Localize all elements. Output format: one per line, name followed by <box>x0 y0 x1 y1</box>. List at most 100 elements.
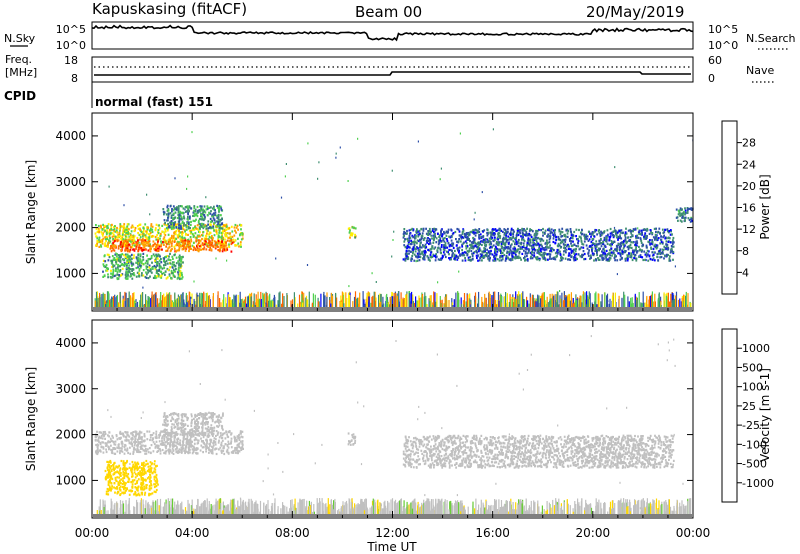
range-cell <box>101 228 104 231</box>
range-cell <box>614 229 617 232</box>
range-cell <box>258 298 260 307</box>
range-cell <box>339 146 341 149</box>
range-cell <box>308 291 310 307</box>
range-cell <box>633 256 635 260</box>
range-cell <box>495 300 497 307</box>
range-cell <box>646 235 648 238</box>
range-cell <box>222 299 224 307</box>
range-cell <box>512 250 515 253</box>
range-cell <box>198 239 200 242</box>
range-cell <box>103 265 105 268</box>
range-cell <box>172 225 175 228</box>
range-cell <box>133 248 135 251</box>
range-cell <box>500 252 503 255</box>
range-cell <box>121 263 124 266</box>
range-cell <box>196 224 199 227</box>
range-cell <box>445 250 448 253</box>
range-cell <box>194 208 197 211</box>
range-cell <box>335 156 337 159</box>
range-cell <box>573 230 576 234</box>
range-cell <box>529 234 532 237</box>
cpid-value: normal (fast) 151 <box>95 95 213 109</box>
range-cell <box>170 223 172 226</box>
range-cell <box>218 235 221 239</box>
range-cell <box>123 225 125 228</box>
range-cell <box>428 233 431 236</box>
range-cell <box>658 227 661 230</box>
range-cell <box>477 254 479 257</box>
range-cell <box>205 248 208 251</box>
range-cell <box>532 298 534 307</box>
range-cell <box>521 246 524 249</box>
range-cell <box>178 296 180 307</box>
range-cell <box>283 296 285 307</box>
range-cell <box>496 229 499 232</box>
range-cell <box>200 245 203 248</box>
range-cell <box>686 211 689 214</box>
range-cell <box>500 255 502 258</box>
range-cell <box>362 291 364 307</box>
range-cell <box>476 242 479 245</box>
range-cell <box>142 237 144 240</box>
range-cell <box>521 252 524 255</box>
range-cell <box>178 217 181 220</box>
range-cell <box>129 258 131 261</box>
range-cell <box>203 243 206 246</box>
range-cell <box>611 295 614 307</box>
range-cell <box>605 259 608 262</box>
range-cell <box>509 259 512 262</box>
range-cell <box>189 242 191 245</box>
range-cell <box>409 232 411 235</box>
range-cell <box>642 291 644 307</box>
range-cell <box>409 250 412 253</box>
range-cell <box>130 295 132 307</box>
range-cell <box>561 241 564 244</box>
range-cell <box>471 258 474 261</box>
range-cell <box>430 499 433 514</box>
range-cell <box>144 239 147 242</box>
range-cell <box>668 230 671 233</box>
range-cell <box>420 297 422 307</box>
range-cell <box>526 258 529 261</box>
range-cell <box>561 231 564 234</box>
range-cell <box>489 231 492 234</box>
range-cell <box>426 239 428 243</box>
range-cell <box>434 259 437 262</box>
range-cell <box>655 247 658 250</box>
velocity-data-layer <box>93 335 692 517</box>
range-cell <box>113 229 116 233</box>
range-cell <box>675 216 678 219</box>
range-cell <box>103 244 106 247</box>
range-cell <box>112 241 115 244</box>
range-cell <box>540 251 543 254</box>
range-cell <box>680 208 683 212</box>
range-cell <box>410 257 413 260</box>
range-cell <box>525 232 528 236</box>
range-cell <box>220 235 223 238</box>
range-cell <box>167 214 170 217</box>
range-cell <box>679 214 681 217</box>
range-cell <box>501 258 504 261</box>
range-cell <box>497 292 500 307</box>
range-cell <box>609 236 611 239</box>
range-cell <box>218 228 221 231</box>
range-cell <box>594 293 596 307</box>
range-cell <box>203 217 206 220</box>
range-cell <box>114 230 117 233</box>
range-cell <box>522 232 524 235</box>
range-cell <box>457 256 460 259</box>
range-cell <box>614 503 616 514</box>
range-cell <box>256 298 258 307</box>
range-cell <box>448 245 451 248</box>
range-cell <box>431 255 434 258</box>
range-cell <box>408 239 411 242</box>
range-cell <box>681 216 683 219</box>
range-cell <box>509 244 512 247</box>
range-cell <box>189 243 191 247</box>
range-cell <box>522 244 525 248</box>
range-cell <box>157 275 160 278</box>
range-cell <box>178 256 180 259</box>
range-cell <box>544 242 547 245</box>
range-cell <box>604 238 607 241</box>
range-cell <box>552 295 555 307</box>
